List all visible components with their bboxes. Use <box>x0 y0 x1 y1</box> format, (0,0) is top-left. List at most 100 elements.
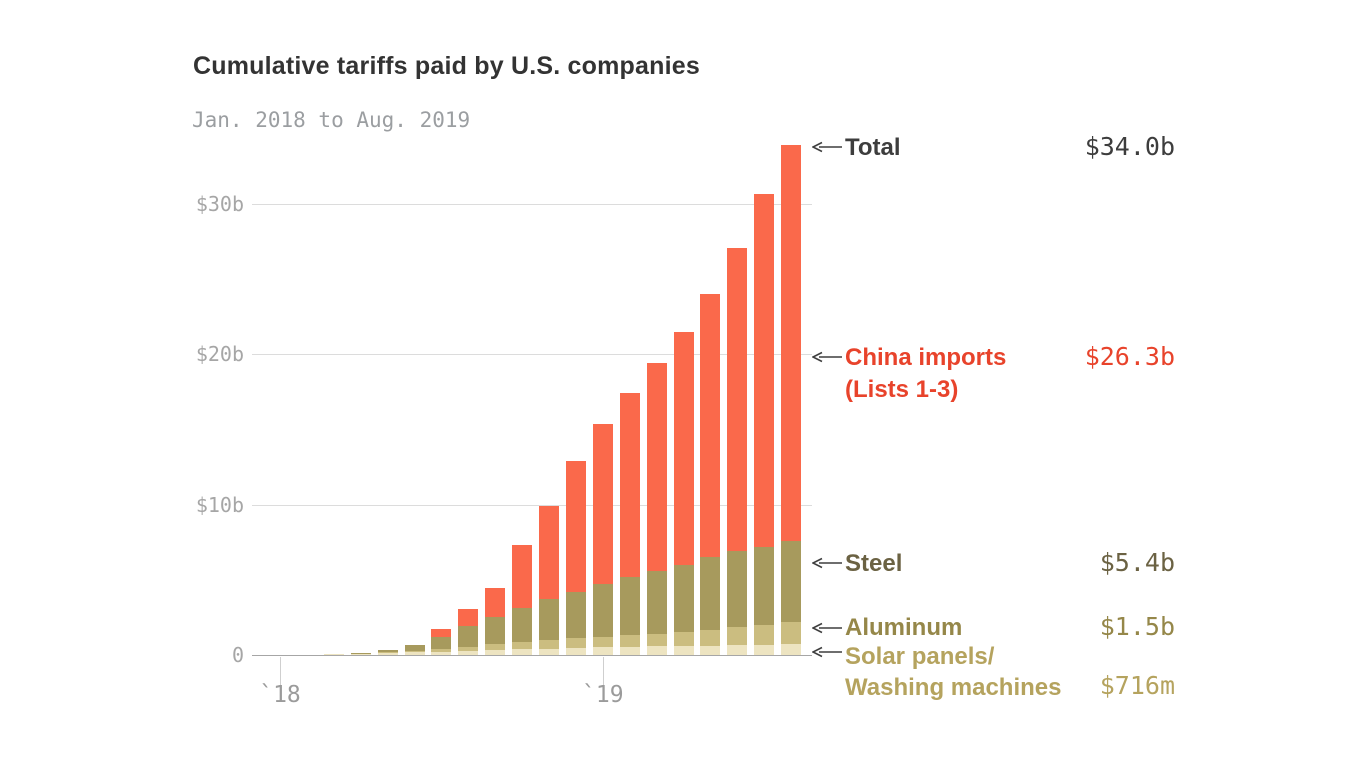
bar-segment-steel-jul2018 <box>431 637 452 650</box>
bar-segment-solar-aug2019 <box>781 644 802 655</box>
bar-segment-steel-apr2019 <box>673 564 694 633</box>
annotation-aluminum-label: Aluminum <box>845 614 963 641</box>
annotation-total-value: $34.0b <box>1084 132 1175 161</box>
chart-title: Cumulative tariffs paid by U.S. companie… <box>193 52 700 80</box>
bar-segment-solar-jul2018 <box>431 651 452 655</box>
x-tick-18 <box>280 657 281 685</box>
annotation-solar-label-line1: Solar panels/ <box>845 643 995 670</box>
china-imports-arrow-icon <box>812 351 842 363</box>
annotation-solar-label: Solar panels/ Washing machines <box>845 641 1062 703</box>
bar-segment-aluminum-aug2018 <box>458 647 479 652</box>
total-arrow-icon <box>812 141 842 153</box>
bar-segment-china-feb2019 <box>619 393 640 577</box>
bar-segment-aluminum-jul2018 <box>431 649 452 652</box>
annotation-solar-value: $716m <box>1099 671 1175 700</box>
bar-segment-steel-mar2019 <box>646 570 667 634</box>
bar-segment-china-oct2018 <box>512 545 533 609</box>
bar-segment-aluminum-dec2018 <box>565 638 586 648</box>
bar-segment-solar-apr2019 <box>673 645 694 655</box>
bar-segment-steel-nov2018 <box>539 599 559 641</box>
bar-segment-china-nov2018 <box>539 506 559 600</box>
gridline-30b <box>252 204 812 206</box>
y-tick-label-10b: $10b <box>195 492 244 517</box>
bar-segment-solar-nov2018 <box>539 648 559 655</box>
annotation-total-label: Total <box>845 134 901 161</box>
bar-segment-aluminum-apr2019 <box>673 632 694 646</box>
bar-segment-steel-oct2018 <box>512 608 533 643</box>
bar-segment-aluminum-feb2019 <box>619 635 640 647</box>
annotation-aluminum-value: $1.5b <box>1099 612 1175 641</box>
bar-segment-china-aug2019 <box>781 145 802 541</box>
bar-segment-steel-jun2019 <box>727 551 748 628</box>
bar-segment-china-jun2019 <box>727 247 748 552</box>
bar-segment-china-may2019 <box>700 294 721 558</box>
annotation-china-value: $26.3b <box>1084 342 1175 371</box>
bar-segment-steel-feb2019 <box>619 576 640 636</box>
bar-segment-solar-mar2018 <box>323 654 344 655</box>
bar-segment-aluminum-jan2019 <box>592 636 613 648</box>
bar-segment-steel-jun2018 <box>404 644 425 651</box>
gridline-10b <box>252 504 812 506</box>
bar-segment-china-aug2018 <box>458 609 479 626</box>
bar-segment-steel-jan2019 <box>592 584 613 637</box>
bar-segment-solar-aug2018 <box>458 651 479 655</box>
bar-segment-aluminum-nov2018 <box>539 640 559 649</box>
bar-segment-solar-jun2019 <box>727 645 748 655</box>
annotation-china-label-line1: China imports <box>845 344 1007 371</box>
annotation-steel-label: Steel <box>845 550 903 577</box>
x-axis-line <box>252 655 812 656</box>
bar-segment-steel-apr2018 <box>350 652 371 654</box>
bar-segment-steel-may2019 <box>700 557 721 630</box>
x-tick-label-18: `18 <box>259 682 301 708</box>
solar-washing-arrow-icon <box>812 646 842 658</box>
bar-segment-solar-jul2019 <box>754 644 775 655</box>
bar-segment-solar-feb2019 <box>619 646 640 655</box>
bar-segment-solar-jun2018 <box>404 652 425 655</box>
bar-segment-steel-dec2018 <box>565 591 586 639</box>
bar-segment-china-dec2018 <box>565 461 586 592</box>
bar-segment-steel-may2018 <box>377 650 398 653</box>
bar-segment-china-jul2019 <box>754 193 775 547</box>
bar-segment-solar-may2018 <box>377 653 398 655</box>
bar-segment-steel-sep2018 <box>485 616 506 645</box>
bar-segment-aluminum-mar2019 <box>646 633 667 647</box>
bar-segment-solar-sep2018 <box>485 650 506 655</box>
bar-segment-aluminum-may2019 <box>700 629 721 646</box>
annotation-solar-label-line2: Washing machines <box>845 674 1062 701</box>
bar-segment-china-sep2018 <box>485 588 506 617</box>
x-tick-label-19: `19 <box>582 682 624 708</box>
bar-segment-china-mar2019 <box>646 363 667 571</box>
bar-segment-solar-jan2019 <box>592 647 613 655</box>
x-tick-19 <box>602 657 604 685</box>
chart-subtitle: Jan. 2018 to Aug. 2019 <box>192 108 471 132</box>
bar-segment-aluminum-oct2018 <box>512 642 533 650</box>
bar-segment-solar-dec2018 <box>565 647 586 655</box>
y-tick-label-0: 0 <box>231 643 244 667</box>
bar-segment-aluminum-jun2019 <box>727 627 748 646</box>
bar-segment-aluminum-jun2018 <box>404 650 425 653</box>
bar-segment-solar-apr2018 <box>350 653 371 655</box>
annotation-china-label-line2: (Lists 1-3) <box>845 376 959 403</box>
bar-segment-steel-aug2019 <box>781 540 802 622</box>
bar-segment-aluminum-may2018 <box>377 652 398 654</box>
y-tick-label-20b: $20b <box>195 342 244 367</box>
bar-segment-china-jul2018 <box>431 628 452 638</box>
gridline-20b <box>252 354 812 356</box>
bar-segment-aluminum-aug2019 <box>781 621 802 645</box>
bar-segment-aluminum-jul2019 <box>754 624 775 645</box>
bar-segment-steel-jul2019 <box>754 546 775 625</box>
aluminum-arrow-icon <box>812 622 842 634</box>
steel-arrow-icon <box>812 557 842 569</box>
bar-segment-aluminum-sep2018 <box>485 644 506 651</box>
y-tick-label-30b: $30b <box>195 192 244 217</box>
bar-segment-solar-may2019 <box>700 645 721 655</box>
annotation-china-label: China imports (Lists 1-3) <box>845 342 1006 406</box>
bar-segment-china-apr2019 <box>673 331 694 565</box>
bar-segment-solar-oct2018 <box>512 649 533 655</box>
bar-segment-steel-aug2018 <box>458 625 479 648</box>
bar-segment-solar-mar2019 <box>646 646 667 655</box>
bar-segment-china-jan2019 <box>592 423 613 585</box>
annotation-steel-value: $5.4b <box>1099 548 1175 577</box>
